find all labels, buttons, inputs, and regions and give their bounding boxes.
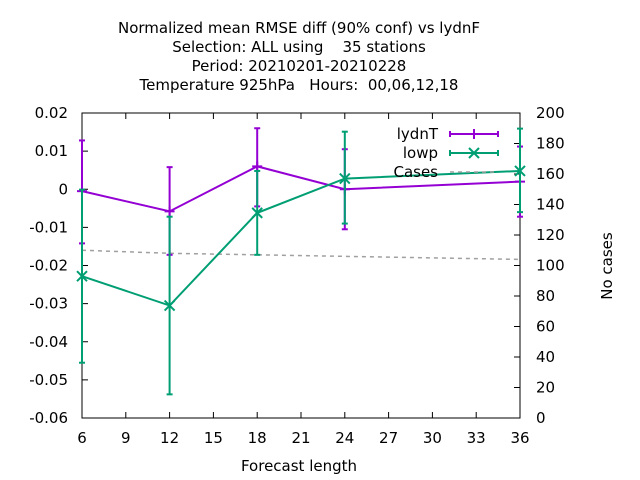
y-tick-label: -0.02 <box>29 257 68 275</box>
y-tick-label: 0.02 <box>35 104 68 122</box>
y2-tick-label: 100 <box>536 257 565 275</box>
x-tick-label: 33 <box>467 429 486 447</box>
y-tick-label: -0.05 <box>29 371 68 389</box>
y-tick-label: -0.03 <box>29 295 68 313</box>
data-point-marker <box>468 147 480 159</box>
title-line-3: Period: 20210201-20210228 <box>192 57 407 75</box>
chart-title: Normalized mean RMSE diff (90% conf) vs … <box>118 19 480 94</box>
y-tick-label: 0 <box>58 180 68 198</box>
y2-tick-label: 80 <box>536 287 555 305</box>
x-tick-label: 15 <box>204 429 223 447</box>
series-line-cases <box>81 249 521 261</box>
y2-tick-label: 20 <box>536 379 555 397</box>
data-point-marker <box>514 165 526 177</box>
y2-tick-label: 200 <box>536 104 565 122</box>
x-tick-label: 21 <box>291 429 310 447</box>
data-point-marker <box>163 299 176 312</box>
y-tick-label: 0.01 <box>35 142 68 160</box>
title-line-1: Normalized mean RMSE diff (90% conf) vs … <box>118 19 480 37</box>
data-point-marker <box>251 207 263 219</box>
y2-tick-label: 140 <box>536 196 565 214</box>
legend-label: lowp <box>403 144 438 162</box>
x-axis-label: Forecast length <box>241 457 357 475</box>
y2-tick-label: 160 <box>536 165 565 183</box>
x-tick-label: 30 <box>423 429 442 447</box>
y-tick-label: -0.01 <box>29 218 68 236</box>
data-point-marker <box>76 270 88 282</box>
x-tick-label: 24 <box>335 429 354 447</box>
y2-tick-label: 120 <box>536 226 565 244</box>
y2-axis-label: No cases <box>598 232 616 300</box>
legend-label: lydnT <box>397 125 439 143</box>
x-tick-label: 27 <box>379 429 398 447</box>
plot-frame <box>81 112 521 419</box>
y-tick-label: -0.06 <box>29 409 68 427</box>
legend-label: Cases <box>393 163 438 181</box>
y2-tick-label: 180 <box>536 135 565 153</box>
data-series <box>76 127 526 396</box>
y-tick-label: -0.04 <box>29 333 68 351</box>
x-tick-label: 18 <box>248 429 267 447</box>
x-tick-label: 36 <box>510 429 529 447</box>
series-lydnT <box>77 127 525 256</box>
y2-tick-label: 0 <box>536 409 546 427</box>
x-tick-label: 9 <box>121 429 131 447</box>
series-lowp <box>76 127 526 396</box>
axis-ticks: 6 9 12 15 18 21 24 27 30 33 36 0.02 0.01 0 -0.01 -0.02 -… <box>29 104 564 447</box>
title-line-2: Selection: ALL using 35 stations <box>172 38 426 56</box>
data-point-marker <box>339 172 351 185</box>
series-line-lowp <box>81 169 521 307</box>
x-tick-label: 6 <box>77 429 87 447</box>
x-tick-label: 12 <box>160 429 179 447</box>
y2-tick-label: 60 <box>536 318 555 336</box>
cases-series <box>81 249 521 261</box>
y2-tick-label: 40 <box>536 348 555 366</box>
title-line-4: Temperature 925hPa Hours: 00,06,12,18 <box>139 76 459 94</box>
